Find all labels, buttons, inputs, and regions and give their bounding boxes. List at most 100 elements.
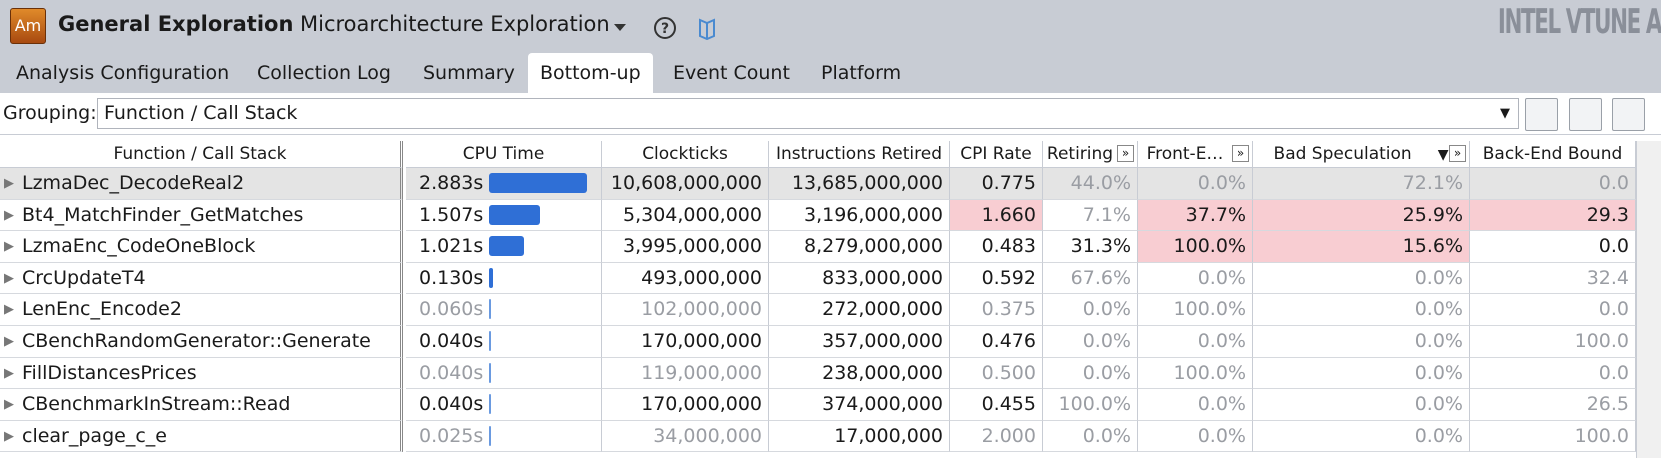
cell-text: LzmaDec_DecodeReal2 (22, 172, 245, 194)
expander[interactable]: ▶ (4, 397, 14, 413)
cell-text: 0.775 (981, 172, 1036, 194)
column-header[interactable]: Bad Speculation » ▼ (1253, 141, 1470, 168)
grouping-label: Grouping: (3, 102, 97, 124)
table-cell: 0.0% (1043, 420, 1138, 453)
guide-icon[interactable] (699, 18, 715, 40)
cell-text: 170,000,000 (641, 330, 762, 352)
expander[interactable]: ▶ (4, 270, 14, 286)
cell-text: CrcUpdateT4 (22, 266, 146, 289)
column-header[interactable]: Back-End Bound (1470, 141, 1636, 168)
cell-text: 0.0 (1598, 172, 1629, 194)
table-cell[interactable]: ▶ LenEnc_Encode2 (0, 294, 403, 326)
sort-indicator: ▼ (1437, 147, 1449, 163)
header-icons: ? (614, 17, 715, 40)
cell-text: 493,000,000 (641, 266, 762, 289)
expander[interactable]: ▶ (4, 302, 14, 318)
table-cell: 0.0% (1253, 262, 1470, 295)
cpu-time-bar (489, 173, 588, 193)
cell-text: FillDistancesPrices (22, 361, 197, 384)
column-header[interactable]: CPU Time (406, 141, 602, 168)
table-cell: 0.025s (406, 420, 602, 453)
cell-text: 32.4 (1586, 266, 1629, 289)
expand-button[interactable]: » (1449, 145, 1466, 162)
expander[interactable]: ▶ (4, 334, 14, 349)
cell-text: 0.0% (1414, 424, 1463, 447)
expander[interactable]: ▶ (4, 428, 14, 444)
table-cell: 17,000,000 (769, 420, 950, 453)
cell-text: 5,304,000,000 (622, 203, 762, 226)
cell-text: 0.0 (1598, 298, 1629, 321)
tab[interactable]: Bottom-up (528, 53, 653, 93)
table-cell: 37.7% (1138, 199, 1253, 232)
table-cell: 0.476 (950, 326, 1043, 358)
column-header[interactable]: Instructions Retired (769, 141, 950, 168)
column-title: Instructions Retired (775, 144, 942, 164)
settings-button[interactable] (1525, 98, 1558, 131)
cell-text: 0.0% (1414, 266, 1463, 289)
table-cell: 2.000 (950, 420, 1043, 453)
tab[interactable]: Platform (821, 62, 902, 84)
table-cell: 833,000,000 (769, 262, 950, 295)
cell-text: 0.0% (1197, 393, 1246, 416)
expander[interactable]: ▶ (4, 239, 14, 255)
cell-text: 100.0 (1574, 330, 1629, 352)
cell-text: 7.1% (1082, 203, 1131, 226)
cell-text: CBenchRandomGenerator::Generate (22, 330, 371, 352)
table-cell[interactable]: ▶ CBenchRandomGenerator::Generate (0, 326, 403, 358)
help-glyph: ? (661, 21, 669, 37)
table-cell[interactable]: ▶ LzmaDec_DecodeReal2 (0, 168, 403, 200)
column-header[interactable]: Clockticks (602, 141, 769, 168)
table-cell[interactable]: ▶ Bt4_MatchFinder_GetMatches (0, 199, 403, 232)
scrollbar[interactable] (1636, 141, 1661, 458)
analysis-title: General Exploration (58, 12, 294, 36)
grouping-select[interactable]: Function / Call Stack ▼ (97, 98, 1519, 129)
cell-text: 0.0% (1414, 330, 1463, 352)
table-cell[interactable]: ▶ LzmaEnc_CodeOneBlock (0, 231, 403, 263)
analysis-type[interactable]: Microarchitecture Exploration (300, 12, 610, 36)
table-cell: 0.0 (1470, 357, 1636, 390)
column-header[interactable]: CPI Rate (950, 141, 1043, 168)
layout-button[interactable] (1612, 98, 1645, 131)
help-icon[interactable] (654, 17, 676, 39)
dropdown-arrow[interactable] (614, 24, 626, 31)
table-cell[interactable]: ▶ CBenchmarkInStream::Read (0, 389, 403, 421)
table-cell: 0.0% (1253, 389, 1470, 421)
table-cell: 13,685,000,000 (769, 168, 950, 200)
search-button[interactable] (1569, 98, 1602, 131)
expander[interactable]: ▶ (4, 176, 14, 191)
cell-text: 0.483 (981, 235, 1036, 258)
tab[interactable]: Analysis Configuration (16, 62, 230, 84)
cell-text: 0.130s (419, 266, 484, 289)
table-cell: 0.455 (950, 389, 1043, 421)
cell-text: 100.0 (1574, 424, 1629, 447)
table-cell[interactable]: ▶ FillDistancesPrices (0, 357, 403, 390)
column-title: Clockticks (642, 144, 728, 164)
column-header[interactable]: Function / Call Stack (0, 141, 403, 168)
cell-text: 17,000,000 (834, 424, 943, 447)
logo: Am (10, 8, 46, 44)
table-cell: 31.3% (1043, 231, 1138, 263)
table-cell: 100.0% (1138, 294, 1253, 326)
expand-button[interactable]: » (1117, 145, 1134, 162)
expand-button[interactable]: » (1232, 145, 1249, 162)
cell-text: 100.0% (1173, 298, 1246, 321)
column-header[interactable]: Front-E… » (1138, 141, 1253, 168)
expander[interactable]: ▶ (4, 365, 14, 381)
column-header[interactable]: Retiring» (1043, 141, 1138, 168)
table-cell: 0.040s (406, 389, 602, 421)
tab[interactable]: Collection Log (257, 62, 391, 84)
tab[interactable]: Summary (423, 62, 515, 84)
table-cell[interactable]: ▶ clear_page_c_e (0, 420, 403, 453)
cell-text: 102,000,000 (641, 298, 762, 321)
cell-text: 0.0% (1082, 298, 1131, 321)
table-cell: 357,000,000 (769, 326, 950, 358)
cell-text: 357,000,000 (822, 330, 943, 352)
table-cell: 44.0% (1043, 168, 1138, 200)
cell-text: 0.0% (1414, 361, 1463, 384)
expander[interactable]: ▶ (4, 207, 14, 223)
table-cell: 3,196,000,000 (769, 199, 950, 232)
tab[interactable]: Event Count (673, 62, 790, 84)
table-cell: 102,000,000 (602, 294, 769, 326)
table-cell[interactable]: ▶ CrcUpdateT4 (0, 262, 403, 295)
cell-text: 0.0% (1414, 298, 1463, 321)
